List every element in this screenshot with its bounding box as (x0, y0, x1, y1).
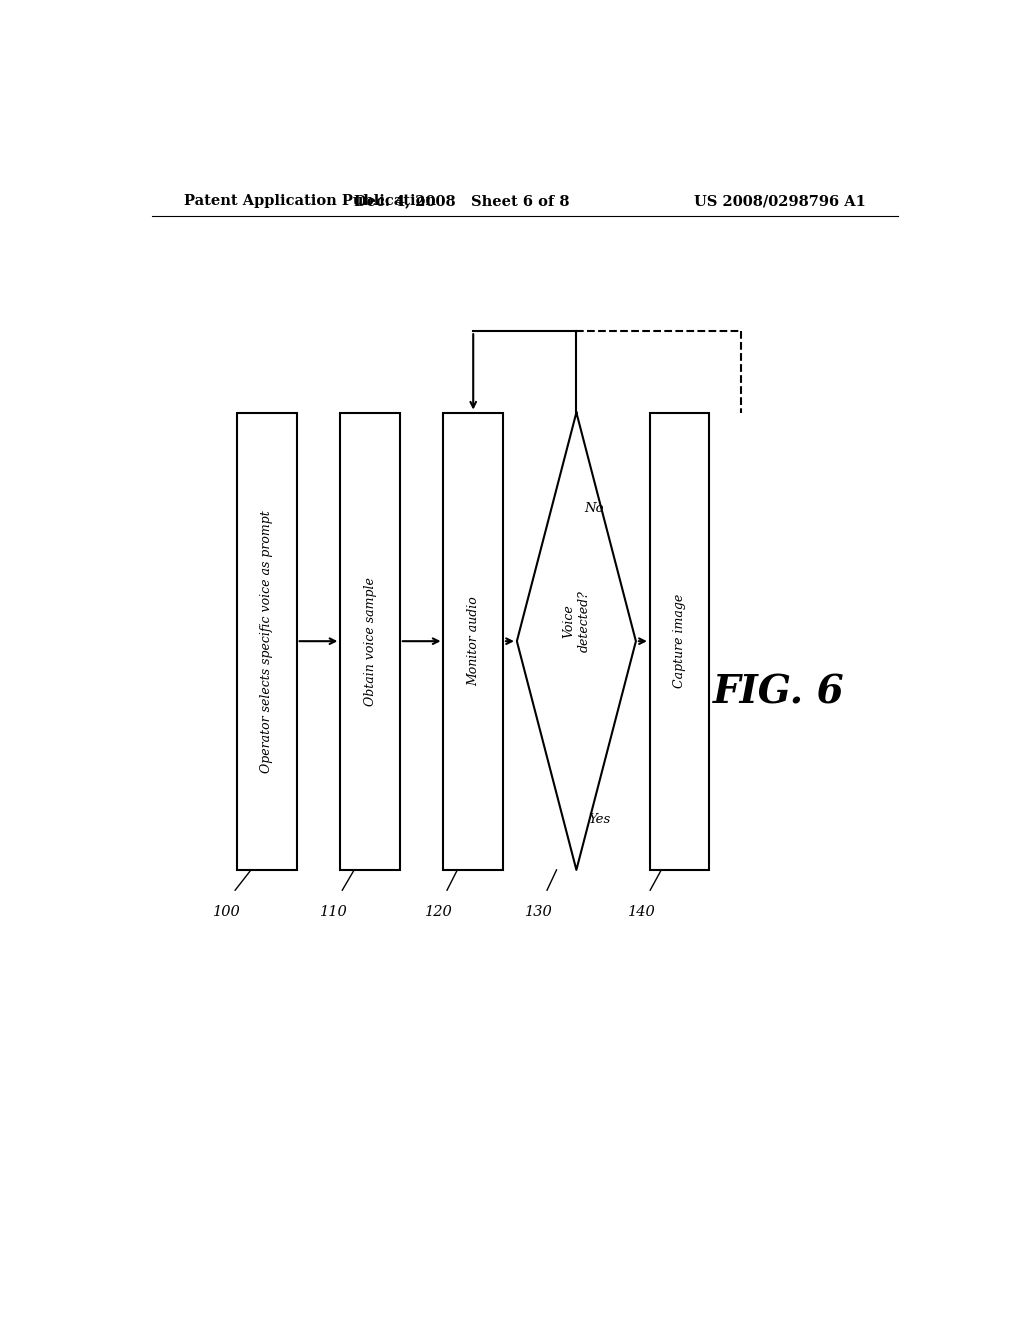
Bar (443, 413, 503, 870)
Text: Dec. 4, 2008   Sheet 6 of 8: Dec. 4, 2008 Sheet 6 of 8 (353, 194, 569, 209)
Bar (238, 413, 297, 870)
Bar (650, 413, 710, 870)
Text: Obtain voice sample: Obtain voice sample (364, 577, 377, 706)
Text: FIG. 6: FIG. 6 (713, 673, 845, 711)
Text: No: No (585, 503, 604, 515)
Text: US 2008/0298796 A1: US 2008/0298796 A1 (694, 194, 866, 209)
Text: 140: 140 (629, 906, 656, 920)
Bar (340, 413, 399, 870)
Text: 100: 100 (213, 906, 241, 920)
Text: Voice
detected?: Voice detected? (562, 590, 591, 652)
Text: 130: 130 (525, 906, 553, 920)
Text: 120: 120 (425, 906, 453, 920)
Text: Monitor audio: Monitor audio (467, 597, 479, 686)
Text: Yes: Yes (588, 813, 610, 826)
Text: Operator selects specific voice as prompt: Operator selects specific voice as promp… (260, 510, 273, 772)
Text: 110: 110 (321, 906, 348, 920)
Text: Patent Application Publication: Patent Application Publication (183, 194, 435, 209)
Text: Capture image: Capture image (673, 594, 686, 688)
